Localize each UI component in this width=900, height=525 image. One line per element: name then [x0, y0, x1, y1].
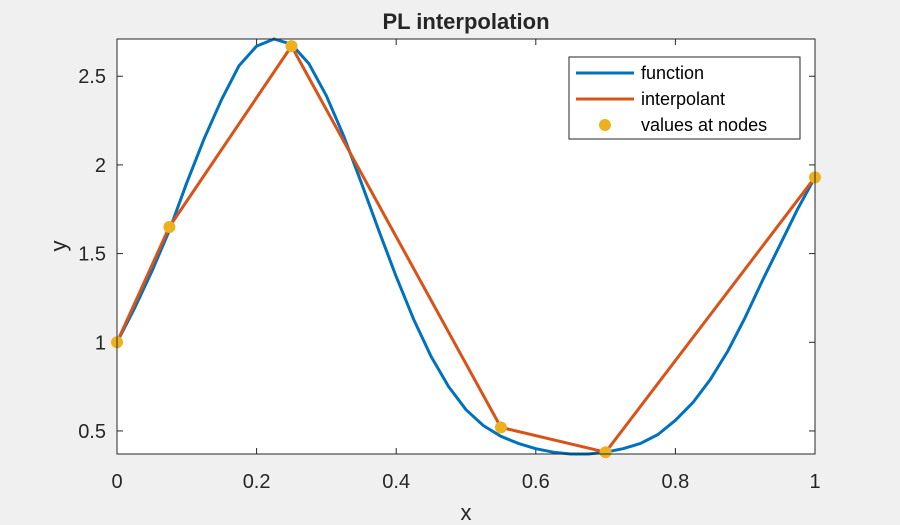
x-tick-label: 0.4 — [382, 471, 410, 493]
x-tick-label: 0.6 — [522, 471, 550, 493]
y-axis-title: y — [46, 241, 71, 252]
node-marker — [599, 446, 612, 459]
x-tick-label: 0.8 — [661, 471, 689, 493]
y-tick-label: 2.5 — [78, 66, 106, 88]
x-tick-label: 1 — [809, 471, 820, 493]
y-tick-label: 1.5 — [78, 244, 106, 266]
legend-label: values at nodes — [641, 115, 767, 135]
legend-label: interpolant — [641, 89, 725, 109]
ticks: 0 0.2 0.4 0.6 0.8 1 0.5 1 1.5 2 2.5 — [78, 39, 821, 493]
x-tick-label: 0 — [111, 471, 122, 493]
y-tick-label: 2 — [95, 155, 106, 177]
legend-marker — [599, 119, 611, 131]
y-tick-label: 1 — [95, 332, 106, 354]
y-tick-label: 0.5 — [78, 421, 106, 443]
axes-box — [116, 38, 816, 455]
x-axis-title: x — [461, 500, 472, 525]
legend-label: function — [641, 63, 704, 83]
chart-title: PL interpolation — [382, 9, 549, 34]
node-marker — [163, 220, 176, 233]
series-line-interpolant — [115, 44, 817, 454]
series-line-function — [115, 37, 817, 456]
node-marker — [494, 421, 507, 434]
legend: function interpolant values at nodes — [568, 56, 801, 140]
x-tick-label: 0.2 — [243, 471, 271, 493]
node-marker — [285, 40, 298, 53]
series-layer — [111, 37, 821, 459]
